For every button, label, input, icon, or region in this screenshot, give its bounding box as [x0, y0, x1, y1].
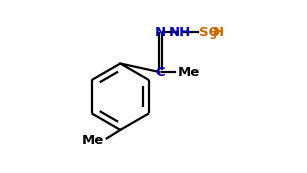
- Text: N: N: [155, 26, 166, 39]
- Text: C: C: [156, 66, 165, 79]
- Text: SO: SO: [199, 26, 220, 39]
- Text: 3: 3: [209, 31, 216, 41]
- Text: Me: Me: [82, 134, 104, 147]
- Text: NH: NH: [169, 26, 191, 39]
- Text: Me: Me: [177, 66, 200, 79]
- Text: H: H: [212, 26, 224, 39]
